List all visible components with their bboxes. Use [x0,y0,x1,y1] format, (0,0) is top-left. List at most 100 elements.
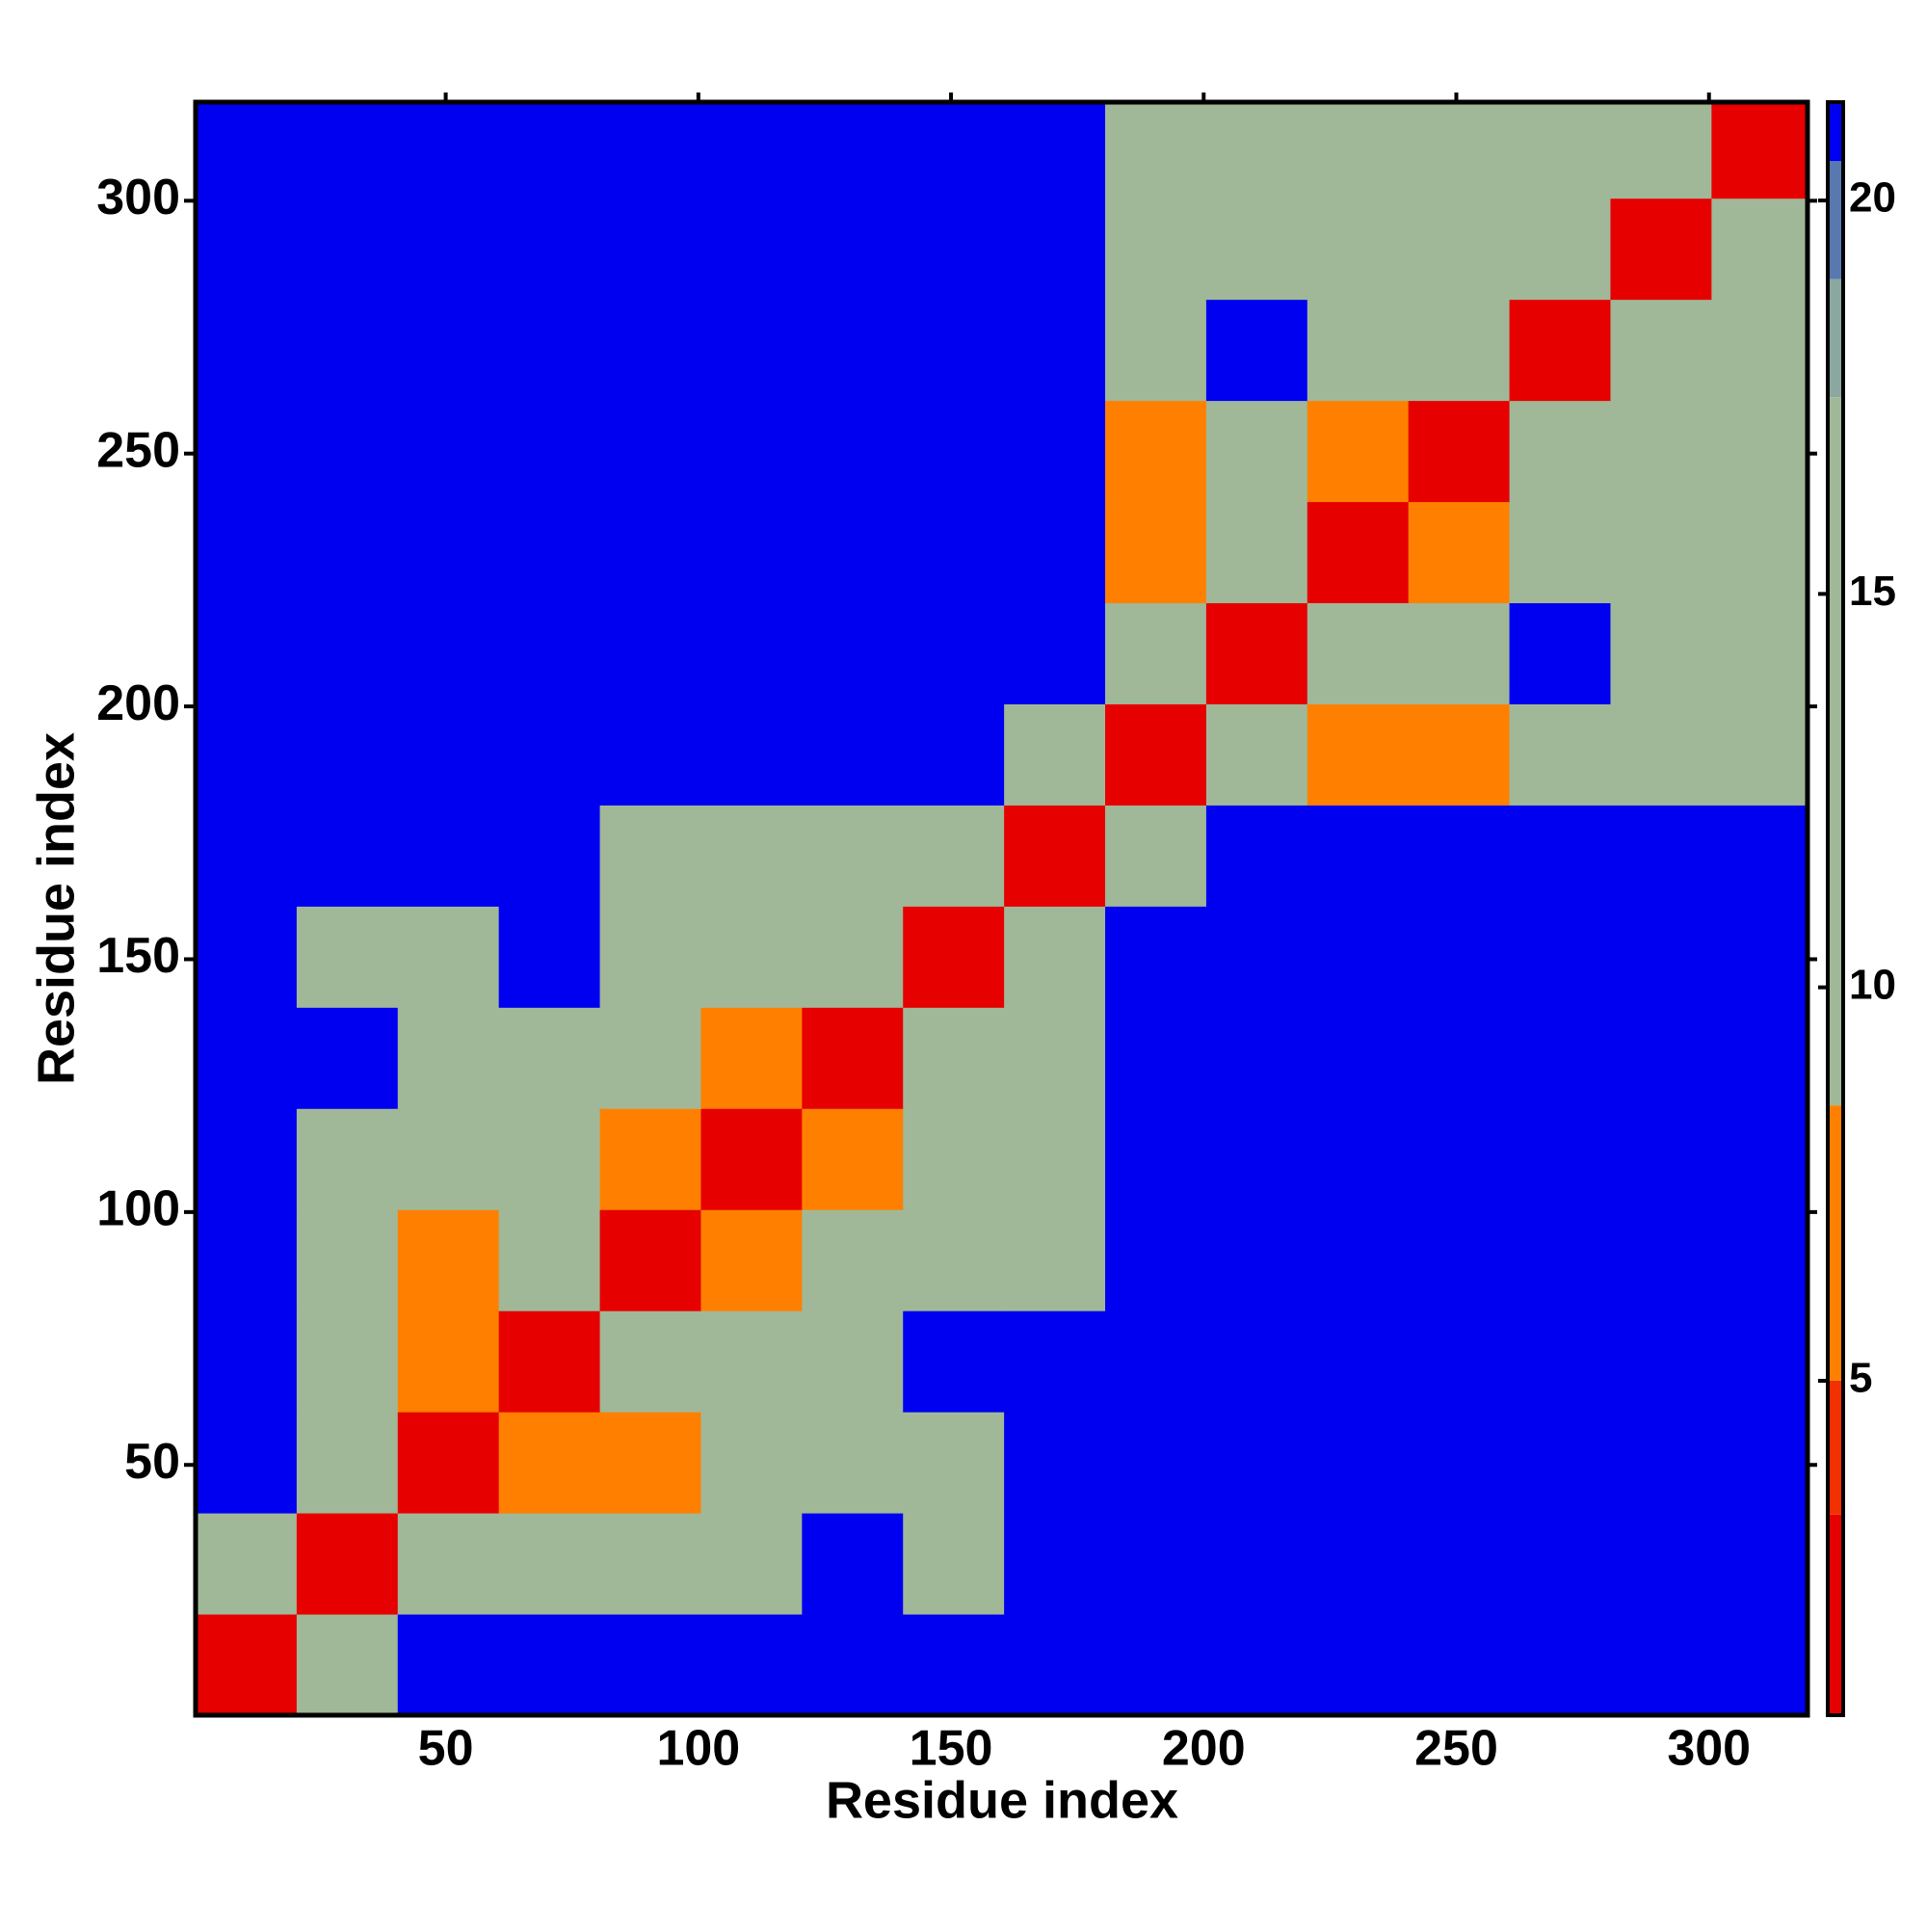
heatmap-cell [1105,102,1207,199]
heatmap-cell [498,906,601,1008]
heatmap-cell [1711,1007,1808,1109]
colorbar-tick-label: 10 [1849,961,1896,1008]
x-axis-label: Residue index [826,1771,1178,1829]
heatmap-cell [1408,602,1511,704]
heatmap-cell [802,906,904,1008]
heatmap-cell [296,602,399,704]
heatmap-cell [196,1007,298,1109]
heatmap-cell [1610,805,1712,907]
heatmap-cell [1408,102,1511,199]
heatmap-cell [1205,805,1308,907]
heatmap-cell [296,1412,399,1514]
heatmap-cell [1509,602,1611,704]
heatmap-cell [498,1007,601,1109]
heatmap-cell [700,1513,803,1615]
heatmap-cell [903,198,1005,301]
heatmap-cell [802,703,904,806]
heatmap-cell [1711,1412,1808,1514]
heatmap-cell [700,1209,803,1311]
heatmap-cell [599,501,701,604]
heatmap-cell [1105,1412,1207,1514]
colorbar-band [1828,1514,1843,1715]
heatmap-cell [1509,501,1611,604]
heatmap-cell [1711,501,1808,604]
colorbar-band [1828,161,1843,279]
heatmap-cell [397,1007,500,1109]
heatmap-cell [196,1108,298,1210]
heatmap-cell [1307,1108,1410,1210]
heatmap-cell [498,1310,601,1413]
heatmap-cell [1004,501,1106,604]
heatmap-cell [196,805,298,907]
heatmap-cell [1004,1412,1106,1514]
heatmap-cell [1105,906,1207,1008]
heatmap-cell [1408,501,1511,604]
heatmap-cell [498,400,601,503]
heatmap-cell [1610,102,1712,199]
heatmap-cell [1205,501,1308,604]
heatmap-cell [296,299,399,402]
heatmap-cell [1205,602,1308,704]
colorbar-tick-label: 15 [1849,568,1896,615]
heatmap-cell [1408,1108,1511,1210]
heatmap-cell [903,501,1005,604]
heatmap-cell [397,805,500,907]
heatmap-cell [1205,1513,1308,1615]
heatmap-cell [1711,1614,1808,1716]
heatmap-cell [700,1614,803,1716]
heatmap-cell [296,400,399,503]
heatmap-cell [1408,400,1511,503]
heatmap-cell [802,1108,904,1210]
heatmap-cell [196,299,298,402]
heatmap-cell [397,1310,500,1413]
heatmap-cell [296,102,399,199]
heatmap-cell [1711,1209,1808,1311]
heatmap-cell [903,1310,1005,1413]
heatmap-cell [1307,102,1410,199]
colorbar-tick-label: 20 [1849,174,1896,222]
heatmap-cell [903,400,1005,503]
heatmap-cell [1205,906,1308,1008]
heatmap-cell [1610,299,1712,402]
heatmap-cell [397,602,500,704]
heatmap-cell [196,1412,298,1514]
heatmap-cell [599,1209,701,1311]
heatmap-cell [397,1108,500,1210]
heatmap-cell [1408,1412,1511,1514]
y-tick-label: 100 [96,1181,180,1237]
heatmap-cell [1408,1007,1511,1109]
heatmap-cell [1004,1614,1106,1716]
heatmap-cell [1610,1513,1712,1615]
heatmap-cell [1711,102,1808,199]
heatmap-cell [196,400,298,503]
heatmap-cell [802,299,904,402]
heatmap-cell [1004,102,1106,199]
colorbar-tick-label: 5 [1849,1355,1872,1402]
heatmap-cell [1105,501,1207,604]
heatmap-cell [1509,299,1611,402]
heatmap-cell [700,906,803,1008]
heatmap-cell [1307,1007,1410,1109]
heatmap-cell [1004,1513,1106,1615]
heatmap-cell [802,1513,904,1615]
heatmap-cell [1105,805,1207,907]
heatmap-cell [700,1108,803,1210]
colorbar-band [1828,102,1843,162]
colorbar-band [1828,1105,1843,1381]
heatmap-cell [1105,1310,1207,1413]
heatmap-cell [903,299,1005,402]
y-tick-label: 200 [96,675,180,731]
heatmap-cell [1307,602,1410,704]
heatmap-cell [599,1108,701,1210]
heatmap-cell [196,1310,298,1413]
heatmap-cell [1004,805,1106,907]
heatmap-cell [903,1614,1005,1716]
heatmap-cell [498,1108,601,1210]
heatmap-cell [1205,1412,1308,1514]
heatmap-cell [700,1412,803,1514]
heatmap-cell [397,400,500,503]
heatmap-cell [1105,1108,1207,1210]
heatmap-cell [1711,906,1808,1008]
x-tick-label: 300 [1667,1721,1751,1777]
